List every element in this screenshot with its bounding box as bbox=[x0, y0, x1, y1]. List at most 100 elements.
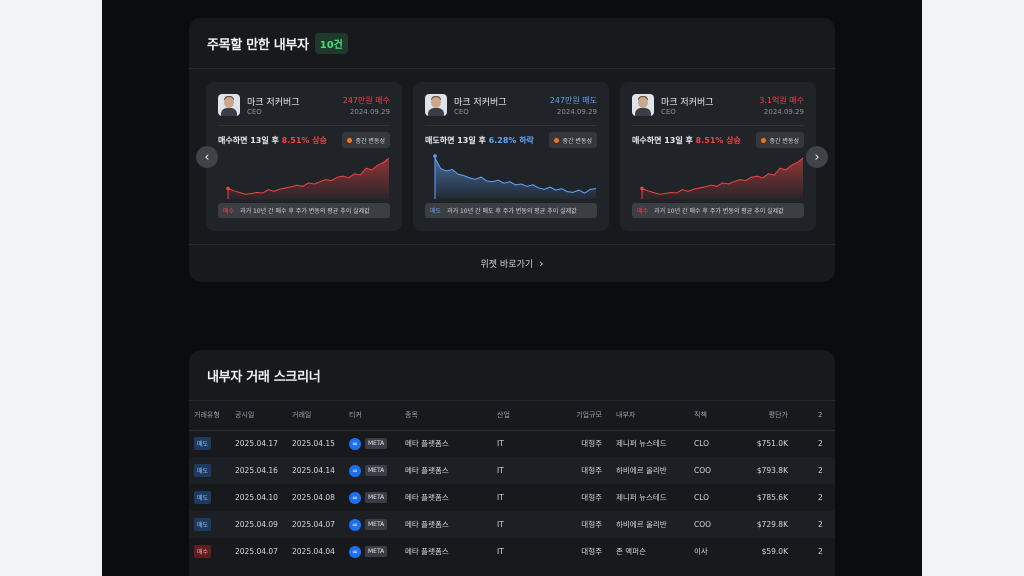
table-row[interactable]: 매도 2025.04.10 2025.04.08 ∞ META 메타 플랫폼스 IT 대형주 제… bbox=[189, 484, 835, 511]
industry-cell: IT bbox=[497, 439, 504, 449]
price-trend-chart bbox=[640, 157, 804, 199]
avatar bbox=[425, 94, 447, 116]
trend-area bbox=[435, 158, 596, 199]
volatility-badge: 중간 변동성 bbox=[342, 132, 390, 148]
performance-pct: 8.51% 상승 bbox=[695, 136, 741, 145]
col-header[interactable]: 내부자 bbox=[602, 401, 694, 431]
screener-table: 거래유형 공시일 거래일 티커 종목 산업 기업규모 내부자 직책 평단가 2 … bbox=[189, 401, 835, 565]
company-size-cell: 대형주 bbox=[547, 511, 602, 538]
insider-cell: 하비에르 올리반 bbox=[602, 457, 694, 484]
count-badge: 10건 bbox=[314, 32, 348, 54]
insider-card[interactable]: 마크 저커버그 CEO 247만원 매도 2024.09.29 매도하면 13일… bbox=[413, 82, 609, 231]
filed-date-cell: 2025.04.09 bbox=[235, 511, 292, 538]
industry-cell: IT bbox=[497, 493, 504, 502]
chart-note: 매수 과거 10년 간 매수 후 주가 변동의 평균 추이 실제값 bbox=[632, 203, 804, 218]
table-row[interactable]: 매도 2025.04.17 2025.04.15 ∞ META 메타 플랫폼스 IT 대형주 제… bbox=[189, 430, 835, 457]
screener-header: 내부자 거래 스크리너 bbox=[189, 350, 835, 401]
insider-card[interactable]: 마크 저커버그 CEO 247만원 매수 2024.09.29 매수하면 13일… bbox=[206, 82, 402, 231]
ticker-badge: META bbox=[365, 438, 388, 450]
insider-name: 마크 저커버그 bbox=[247, 98, 300, 108]
col-header[interactable]: 기업규모 bbox=[547, 401, 602, 431]
ticker-badge: META bbox=[365, 519, 388, 530]
trade-type-badge: 매도 bbox=[194, 491, 212, 504]
col-header[interactable]: 종목 bbox=[405, 401, 497, 431]
trade-type-cell: 매도 bbox=[189, 484, 235, 511]
volatility-badge: 중간 변동성 bbox=[756, 132, 804, 148]
avg-price-cell: $751.0K bbox=[756, 439, 788, 449]
avg-price-cell: $793.8K bbox=[734, 457, 788, 484]
col-header[interactable]: 거래유형 bbox=[189, 401, 235, 431]
trade-type-badge: 매도 bbox=[194, 518, 212, 531]
avg-price-cell: $729.8K bbox=[734, 511, 788, 538]
col-header[interactable]: 산업 bbox=[497, 401, 547, 431]
performance-prefix: 매수하면 13일 후 bbox=[632, 136, 696, 145]
trade-amount: 247만원 매도 bbox=[549, 96, 597, 105]
company-cell: 메타 플랫폼스 bbox=[405, 439, 449, 449]
insider-cell: 하비에르 올리반 bbox=[602, 511, 694, 538]
ticker-badge: META bbox=[365, 546, 388, 557]
company-size-cell: 대형주 bbox=[581, 439, 602, 449]
industry-cell: IT bbox=[497, 511, 547, 538]
insider-cell: 제니퍼 뉴스테드 bbox=[616, 439, 667, 449]
col-header[interactable]: 2 bbox=[788, 401, 835, 431]
chart-note: 매수 과거 10년 간 매수 후 주가 변동의 평균 추이 실제값 bbox=[218, 203, 390, 218]
avg-price-cell: $785.6K bbox=[756, 493, 788, 502]
trade-type-cell: 매수 bbox=[189, 538, 235, 565]
trade-type-badge: 매도 bbox=[194, 437, 212, 451]
performance-text: 매수하면 13일 후 8.51% 상승 bbox=[218, 135, 327, 146]
insider-card[interactable]: 마크 저커버그 CEO 3.1억원 매수 2024.09.29 매수하면 13일… bbox=[620, 82, 816, 231]
col-header[interactable]: 평단가 bbox=[734, 401, 788, 431]
ticker-cell: ∞ META bbox=[349, 538, 405, 565]
insider-cell: 존 맥퍼슨 bbox=[616, 547, 646, 556]
card-divider bbox=[632, 125, 804, 126]
panel-footer: 위젯 바로가기 › bbox=[189, 244, 835, 282]
carousel-prev-button[interactable]: ‹ bbox=[196, 146, 218, 168]
trade-marker-dot bbox=[640, 186, 644, 191]
chevron-left-icon: ‹ bbox=[204, 149, 210, 165]
trade-date: 2024.09.29 bbox=[556, 108, 597, 116]
note-text: 과거 10년 간 매수 후 주가 변동의 평균 추이 실제값 bbox=[654, 208, 784, 215]
volatility-badge: 중간 변동성 bbox=[549, 132, 597, 148]
volatility-dot-icon bbox=[347, 137, 353, 143]
position-cell: CLO bbox=[694, 439, 710, 449]
position-cell: COO bbox=[694, 457, 734, 484]
col-header[interactable]: 직책 bbox=[694, 401, 734, 431]
avatar bbox=[632, 94, 654, 116]
trade-date-cell: 2025.04.14 bbox=[292, 457, 349, 484]
trade-type-badge: 매도 bbox=[194, 464, 212, 477]
filed-date-cell: 2025.04.16 bbox=[235, 457, 292, 484]
trade-amount: 3.1억원 매수 bbox=[759, 96, 804, 105]
performance-pct: 8.51% 상승 bbox=[281, 136, 327, 145]
col-header[interactable]: 거래일 bbox=[292, 401, 349, 431]
note-tag: 매수 bbox=[223, 208, 235, 215]
widget-link[interactable]: 위젯 바로가기 › bbox=[481, 257, 544, 270]
trade-date: 2024.09.29 bbox=[763, 108, 804, 116]
meta-logo-icon: ∞ bbox=[349, 518, 361, 531]
overflow-cell: 2 bbox=[788, 457, 835, 484]
company-cell: 메타 플랫폼스 bbox=[405, 511, 497, 538]
card-divider bbox=[218, 125, 390, 126]
trade-amount: 247만원 매수 bbox=[342, 96, 390, 105]
performance-prefix: 매도하면 13일 후 bbox=[425, 136, 489, 145]
table-row[interactable]: 매도 2025.04.09 2025.04.07 ∞ META 메타 플랫폼스 IT 대형주 하… bbox=[189, 511, 835, 538]
table-row[interactable]: 매수 2025.04.07 2025.04.04 ∞ META 메타 플랫폼스 IT 대형주 존… bbox=[189, 538, 835, 565]
screener-title: 내부자 거래 스크리너 bbox=[207, 369, 321, 385]
carousel-next-button[interactable]: › bbox=[806, 146, 828, 168]
col-header[interactable]: 티커 bbox=[349, 401, 405, 431]
trade-date-cell: 2025.04.04 bbox=[292, 547, 335, 556]
position-cell: 이사 bbox=[694, 547, 708, 556]
trade-date-cell: 2025.04.08 bbox=[292, 493, 335, 502]
chevron-right-icon: › bbox=[814, 149, 820, 165]
position-cell: COO bbox=[694, 511, 734, 538]
trade-date-cell: 2025.04.15 bbox=[292, 439, 335, 449]
trade-marker-dot bbox=[226, 186, 230, 191]
notable-insiders-header: 주목할 만한 내부자 10건 bbox=[189, 18, 835, 69]
trade-marker-dot bbox=[433, 154, 437, 158]
insider-cell: 제니퍼 뉴스테드 bbox=[616, 493, 667, 502]
company-cell: 메타 플랫폼스 bbox=[405, 457, 497, 484]
ticker-cell: ∞ META bbox=[349, 484, 405, 511]
table-row[interactable]: 매도 2025.04.16 2025.04.14 ∞ META 메타 플랫폼스 IT 대형주 하… bbox=[189, 457, 835, 484]
volatility-label: 중간 변동성 bbox=[355, 137, 385, 145]
col-header[interactable]: 공시일 bbox=[235, 401, 292, 431]
filed-date-cell: 2025.04.17 bbox=[235, 439, 278, 449]
